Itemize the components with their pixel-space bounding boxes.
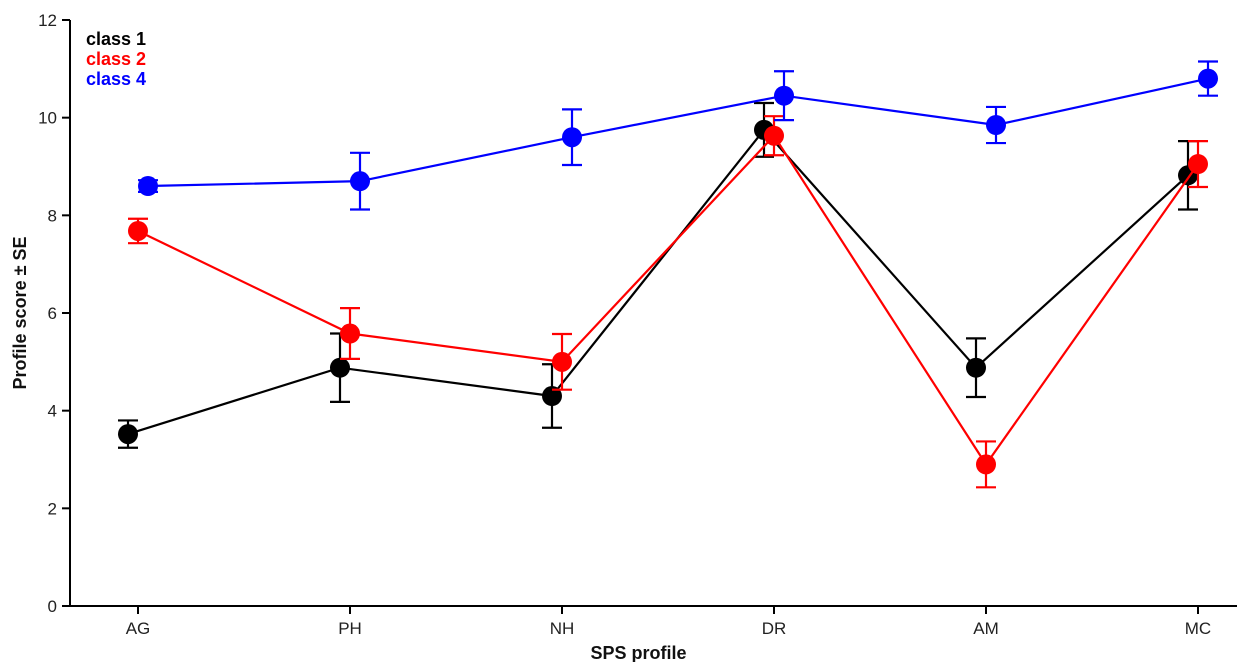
data-point [764,125,784,146]
data-point [128,220,148,241]
legend-entry-class-2: class 2 [86,49,146,69]
data-point [330,357,350,378]
series-class-1 [118,101,1198,449]
data-point [966,357,986,378]
series-line [137,133,1199,467]
y-axis-title: Profile score ± SE [10,237,30,390]
legend-entry-class-1: class 1 [86,29,146,49]
data-point [552,351,572,372]
data-point [976,454,996,475]
data-point [562,127,582,148]
x-tick-label-ph: PH [338,619,362,638]
x-tick-label-ag: AG [126,619,151,638]
x-axis-title: SPS profile [590,643,686,662]
y-tick-label: 6 [48,304,57,323]
y-tick-label: 0 [48,597,57,616]
data-point [542,386,562,407]
legend-entry-class-4: class 4 [86,69,146,89]
x-tick-label-dr: DR [762,619,787,638]
data-point [986,114,1006,135]
data-point [118,424,138,445]
data-point [1198,68,1218,89]
data-point [1188,154,1208,175]
y-tick-label: 8 [48,206,57,225]
x-ticks: AG PH NH DR AM MC [126,606,1211,638]
data-point [774,85,794,106]
y-tick-label: 4 [48,402,57,421]
series-line [127,128,1189,436]
y-ticks: 0 2 4 6 8 10 12 [38,11,70,616]
series-class-4 [138,60,1218,211]
y-tick-label: 2 [48,499,57,518]
series-class-2 [128,115,1208,489]
y-tick-label: 10 [38,109,57,128]
axes [69,20,1237,607]
series-layer [118,60,1218,489]
x-tick-label-am: AM [973,619,999,638]
data-point [340,323,360,344]
data-point [138,176,158,197]
y-tick-label: 12 [38,11,57,30]
data-point [350,171,370,192]
series-line [147,77,1209,188]
x-tick-label-mc: MC [1185,619,1211,638]
x-tick-label-nh: NH [550,619,575,638]
